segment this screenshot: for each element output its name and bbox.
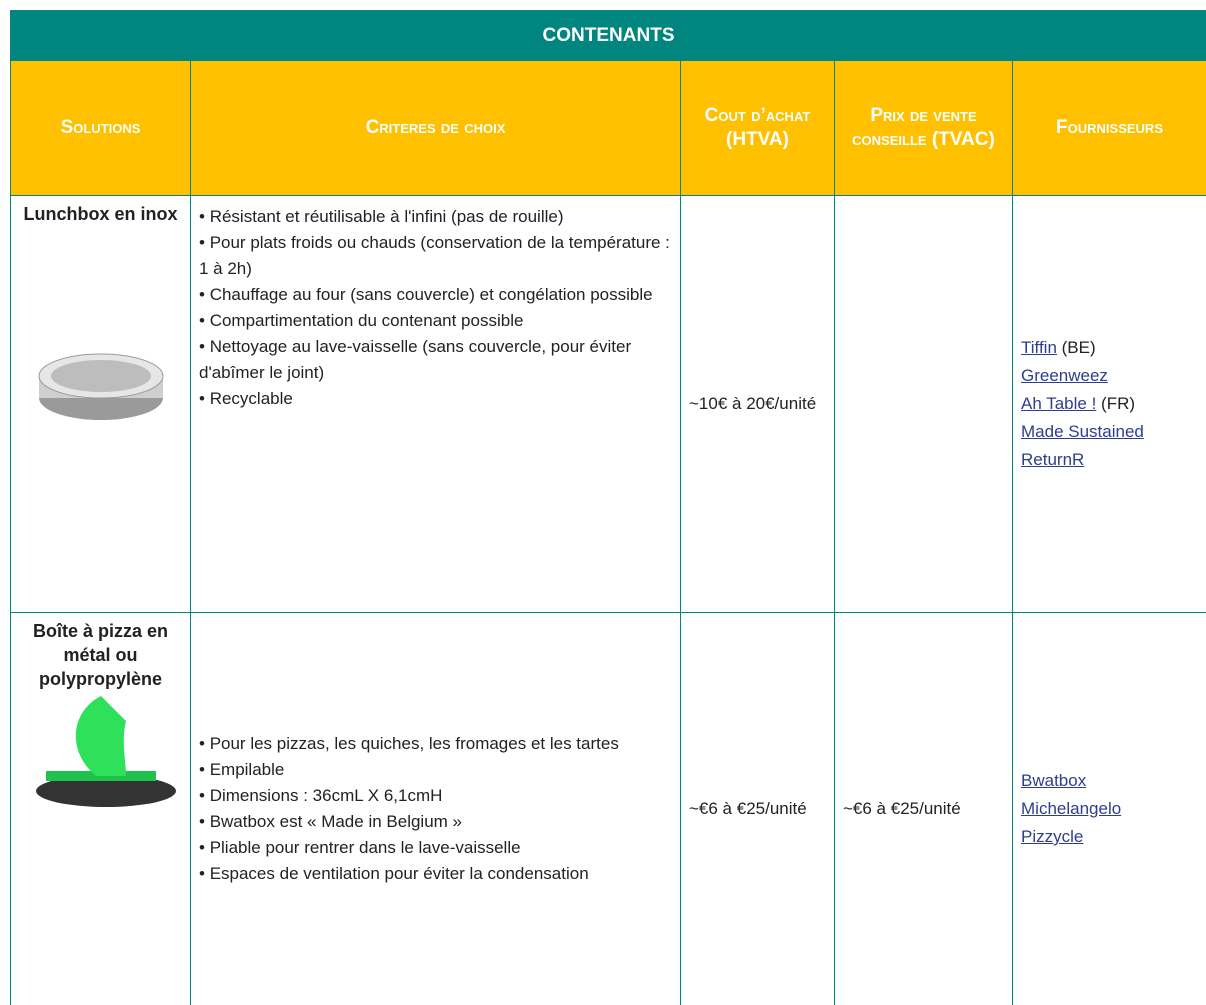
criterion: Compartimentation du contenant possible [199, 308, 672, 334]
criterion: Recyclable [199, 386, 672, 412]
criterion: Espaces de ventilation pour éviter la co… [199, 861, 672, 887]
pizza-box-image [26, 691, 176, 811]
supplier: ReturnR [1021, 446, 1198, 474]
supplier-link[interactable]: Michelangelo [1021, 799, 1121, 818]
supplier: Ah Table ! (FR) [1021, 390, 1198, 418]
criterion: Pliable pour rentrer dans le lave-vaisse… [199, 835, 672, 861]
criterion: Chauffage au four (sans couvercle) et co… [199, 282, 672, 308]
supplier: Bwatbox [1021, 767, 1198, 795]
header-cell: Criteres de choix [191, 61, 681, 196]
cost: ~10€ à 20€/unité [681, 196, 835, 613]
supplier: Made Sustained [1021, 418, 1198, 446]
supplier-note: (FR) [1101, 394, 1135, 413]
criterion: Empilable [199, 757, 672, 783]
lunchbox-image [31, 336, 171, 426]
suppliers-cell: Bwatbox Michelangelo Pizzycle [1013, 613, 1206, 1005]
solution-cell: Boîte à pizza en métal ou polypropylène [11, 613, 191, 1005]
criterion: Pour les pizzas, les quiches, les fromag… [199, 731, 672, 757]
solution: Lunchbox en inox [19, 202, 182, 226]
table: CONTENANTS Solutions Criteres de choix C… [10, 10, 1206, 1005]
supplier-note: (BE) [1062, 338, 1096, 357]
supplier-link[interactable]: ReturnR [1021, 450, 1084, 469]
suppliers-cell: Tiffin (BE) Greenweez Ah Table ! (FR) Made … [1013, 196, 1206, 613]
supplier: Pizzycle [1021, 823, 1198, 851]
criterion: Pour plats froids ou chauds (conservatio… [199, 230, 672, 282]
criteria-cell: Résistant et réutilisable à l'infini (pa… [191, 196, 681, 613]
supplier-link[interactable]: Bwatbox [1021, 771, 1086, 790]
header-cell: Fournisseurs [1013, 61, 1206, 196]
criterion: Dimensions : 36cmL X 6,1cmH [199, 783, 672, 809]
header-cell: Cout d’achat (HTVA) [681, 61, 835, 196]
price: ~€6 à €25/unité [835, 613, 1013, 1005]
table-title: CONTENANTS [11, 11, 1206, 61]
supplier: Tiffin (BE) [1021, 334, 1198, 362]
supplier-link[interactable]: Tiffin [1021, 338, 1057, 357]
supplier-link[interactable]: Greenweez [1021, 366, 1108, 385]
price-cell [835, 196, 1013, 613]
criterion: Bwatbox est « Made in Belgium » [199, 809, 672, 835]
header-cell: Prix de vente conseille (TVAC) [835, 61, 1013, 196]
criterion: Résistant et réutilisable à l'infini (pa… [199, 204, 672, 230]
supplier-link[interactable]: Made Sustained [1021, 422, 1144, 441]
supplier-link[interactable]: Pizzycle [1021, 827, 1083, 846]
solution: Boîte à pizza en métal ou polypropylène [19, 619, 182, 691]
criterion: Nettoyage au lave-vaisselle (sans couver… [199, 334, 672, 386]
header-cell: Solutions [11, 61, 191, 196]
cost: ~€6 à €25/unité [681, 613, 835, 1005]
supplier-link[interactable]: Ah Table ! [1021, 394, 1096, 413]
supplier: Greenweez [1021, 362, 1198, 390]
criteria-cell: Pour les pizzas, les quiches, les fromag… [191, 613, 681, 1005]
solution-cell: Lunchbox en inox [11, 196, 191, 613]
supplier: Michelangelo [1021, 795, 1198, 823]
